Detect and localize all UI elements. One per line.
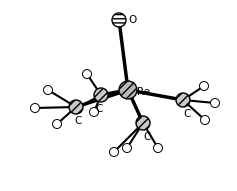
Circle shape — [200, 82, 209, 91]
Circle shape — [119, 81, 137, 99]
Circle shape — [136, 116, 150, 130]
Text: Re: Re — [137, 87, 150, 97]
Circle shape — [90, 108, 99, 117]
Circle shape — [73, 104, 82, 112]
Circle shape — [154, 143, 163, 152]
Circle shape — [210, 99, 219, 108]
Circle shape — [94, 88, 108, 102]
Circle shape — [123, 143, 132, 152]
Text: O: O — [129, 15, 137, 25]
Text: C: C — [143, 132, 151, 142]
Text: C: C — [74, 116, 82, 126]
Circle shape — [82, 70, 91, 79]
Circle shape — [44, 86, 53, 95]
Circle shape — [201, 116, 210, 125]
Circle shape — [109, 147, 118, 156]
Circle shape — [112, 13, 126, 27]
Text: C: C — [95, 104, 103, 114]
Circle shape — [176, 93, 190, 107]
Text: C: C — [183, 109, 191, 119]
Circle shape — [53, 120, 61, 129]
Circle shape — [69, 100, 83, 114]
Circle shape — [31, 104, 40, 112]
